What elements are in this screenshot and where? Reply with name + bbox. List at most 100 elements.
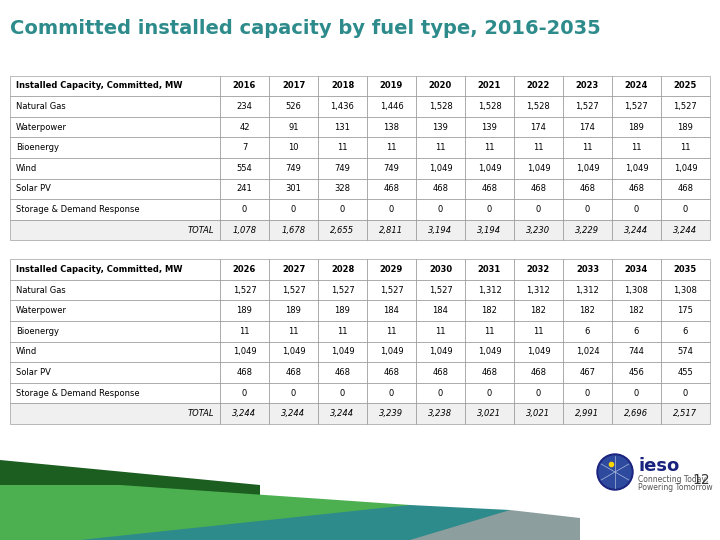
Text: 1,527: 1,527 (233, 286, 256, 295)
Text: 241: 241 (237, 184, 253, 193)
Text: 1,049: 1,049 (625, 164, 648, 173)
Text: 2,811: 2,811 (379, 226, 403, 234)
Text: 0: 0 (340, 388, 345, 397)
Text: Storage & Demand Response: Storage & Demand Response (16, 205, 139, 214)
Text: Installed Capacity, Committed, MW: Installed Capacity, Committed, MW (16, 265, 182, 274)
Text: 2020: 2020 (429, 82, 452, 90)
Bar (367, 259, 416, 280)
Bar (367, 96, 416, 117)
Text: 11: 11 (239, 327, 250, 336)
Text: 468: 468 (433, 368, 449, 377)
Text: TOTAL: TOTAL (188, 226, 215, 234)
Bar (514, 158, 563, 179)
Text: 1,312: 1,312 (526, 286, 550, 295)
Bar (563, 403, 612, 424)
Bar (465, 280, 514, 300)
Bar (220, 300, 269, 321)
Bar (416, 76, 465, 96)
Bar (563, 300, 612, 321)
Bar (563, 280, 612, 300)
Text: 468: 468 (531, 368, 546, 377)
Text: 1,312: 1,312 (477, 286, 501, 295)
Bar (416, 179, 465, 199)
Bar (514, 199, 563, 220)
Bar (563, 96, 612, 117)
Bar (269, 158, 318, 179)
Bar (269, 362, 318, 383)
Text: 7: 7 (242, 143, 247, 152)
Text: 2,991: 2,991 (575, 409, 600, 418)
Text: 0: 0 (389, 205, 394, 214)
Text: Waterpower: Waterpower (16, 306, 67, 315)
Text: 11: 11 (680, 143, 690, 152)
Bar (269, 341, 318, 362)
Text: 468: 468 (286, 368, 302, 377)
Text: 1,527: 1,527 (330, 286, 354, 295)
Text: Installed Capacity, Committed, MW: Installed Capacity, Committed, MW (16, 82, 182, 90)
Bar (10, 199, 220, 220)
Text: 2025: 2025 (674, 82, 697, 90)
Text: Wind: Wind (16, 347, 37, 356)
Bar (269, 199, 318, 220)
Text: 11: 11 (534, 143, 544, 152)
Text: 467: 467 (580, 368, 595, 377)
Bar (661, 341, 710, 362)
Bar (318, 403, 367, 424)
Text: 0: 0 (683, 388, 688, 397)
Bar (514, 300, 563, 321)
Text: 1,049: 1,049 (282, 347, 305, 356)
Bar (465, 117, 514, 137)
Text: 2,655: 2,655 (330, 226, 354, 234)
Text: 3,244: 3,244 (282, 409, 305, 418)
Text: 1,049: 1,049 (428, 164, 452, 173)
Text: 455: 455 (678, 368, 693, 377)
Bar (269, 76, 318, 96)
Text: Solar PV: Solar PV (16, 368, 50, 377)
Bar (563, 117, 612, 137)
Bar (10, 259, 220, 280)
Bar (661, 137, 710, 158)
Bar (10, 403, 220, 424)
Text: 0: 0 (438, 388, 443, 397)
Bar (318, 321, 367, 342)
Bar (10, 280, 220, 300)
Bar (514, 321, 563, 342)
Text: 0: 0 (340, 205, 345, 214)
Bar (416, 321, 465, 342)
Text: 1,446: 1,446 (379, 102, 403, 111)
Bar (220, 383, 269, 403)
Text: 11: 11 (485, 143, 495, 152)
Text: 1,049: 1,049 (233, 347, 256, 356)
Text: Wind: Wind (16, 164, 37, 173)
Bar (367, 76, 416, 96)
Text: 3,238: 3,238 (428, 409, 453, 418)
Text: 3,244: 3,244 (233, 409, 256, 418)
Bar (318, 96, 367, 117)
Text: 1,527: 1,527 (673, 102, 697, 111)
Bar (318, 199, 367, 220)
Bar (563, 179, 612, 199)
Bar (612, 96, 661, 117)
Text: 1,527: 1,527 (282, 286, 305, 295)
Bar (465, 403, 514, 424)
Bar (269, 259, 318, 280)
Text: 468: 468 (384, 368, 400, 377)
Bar (269, 300, 318, 321)
Text: 1,528: 1,528 (526, 102, 550, 111)
Text: 189: 189 (286, 306, 302, 315)
Text: 468: 468 (237, 368, 253, 377)
Text: 11: 11 (631, 143, 642, 152)
Bar (269, 321, 318, 342)
Text: 10: 10 (288, 143, 299, 152)
Text: 328: 328 (335, 184, 351, 193)
Bar (612, 321, 661, 342)
Bar (465, 179, 514, 199)
Bar (661, 300, 710, 321)
Bar (612, 76, 661, 96)
Text: 42: 42 (239, 123, 250, 132)
Text: 3,244: 3,244 (624, 226, 649, 234)
Text: 11: 11 (337, 327, 348, 336)
Bar (269, 383, 318, 403)
Bar (367, 403, 416, 424)
Text: Storage & Demand Response: Storage & Demand Response (16, 388, 139, 397)
